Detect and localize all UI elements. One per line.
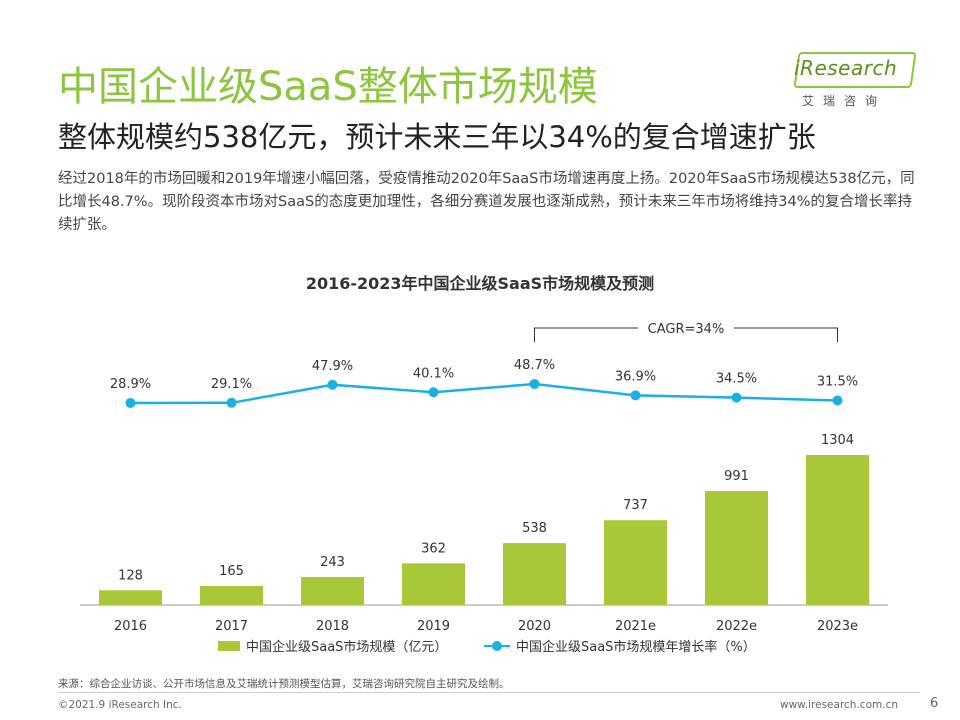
bar-2022e [705,491,768,605]
bar-2021e [604,520,667,605]
growth-label-2020: 48.7% [514,358,555,373]
x-tick-label-2021e: 2021e [615,619,656,634]
x-tick-label-2022e: 2022e [716,619,757,634]
growth-label-2021e: 36.9% [615,369,656,384]
growth-label-2016: 28.9% [110,377,151,392]
x-tick-label-2018: 2018 [316,619,349,634]
growth-point-2018 [327,379,338,390]
bar-2016 [99,590,162,605]
footer-divider [58,692,920,693]
bar-2019 [402,563,465,605]
page-title: 中国企业级SaaS整体市场规模 [58,64,598,110]
x-tick-label-2020: 2020 [518,619,551,634]
legend-label-growth-rate: 中国企业级SaaS市场规模年增长率（%） [516,640,756,655]
legend-label-market-size: 中国企业级SaaS市场规模（亿元） [246,640,448,655]
bar-2017 [200,586,263,605]
x-tick-label-2023e: 2023e [817,619,858,634]
bar-label-2018: 243 [320,555,345,570]
logo-text: iResearch [794,56,898,80]
page-description: 经过2018年的市场回暖和2019年增速小幅回落，受疫情推动2020年SaaS市… [58,171,915,233]
chart-title: 2016-2023年中国企业级SaaS市场规模及预测 [305,274,655,293]
legend-item-growth-rate: 中国企业级SaaS市场规模年增长率（%） [484,636,756,655]
bar-label-2023e: 1304 [821,433,854,448]
growth-label-2017: 29.1% [211,377,252,392]
logo-subtext: 艾瑞咨询 [802,94,887,108]
source-note: 来源：综合企业访谈、公开市场信息及艾瑞统计预测模型估算，艾瑞咨询研究院自主研究及… [58,678,510,690]
bar-2018 [301,577,364,605]
legend-item-market-size: 中国企业级SaaS市场规模（亿元） [218,636,447,655]
growth-point-2019 [428,387,439,398]
bar-label-2017: 165 [219,564,244,579]
bar-label-2022e: 991 [724,469,749,484]
legend-bar-swatch [218,640,240,651]
iresearch-logo: iResearch 艾瑞咨询 [790,46,920,108]
bar-2023e [806,455,869,605]
website-link[interactable]: www.iresearch.com.cn [779,699,898,711]
page-subtitle: 整体规模约538亿元，预计未来三年以34%的复合增速扩张 [58,120,816,154]
growth-label-2018: 47.9% [312,359,353,374]
growth-point-2022e [731,392,742,403]
growth-rate-line [130,382,838,405]
legend-line-swatch [484,640,510,651]
x-tick-label-2016: 2016 [114,619,147,634]
growth-point-2020 [529,379,540,389]
growth-point-2021e [630,390,641,401]
bar-label-2020: 538 [522,521,547,536]
growth-label-2019: 40.1% [413,366,454,381]
growth-label-2023e: 31.5% [817,375,858,390]
cagr-label-bg [638,318,734,338]
copyright: ©2021.9 iResearch Inc. [58,699,182,711]
x-tick-label-2017: 2017 [215,619,248,634]
growth-point-2017 [226,397,237,408]
bar-label-2016: 128 [118,568,143,583]
cagr-annotation: CAGR=34% [648,322,725,337]
growth-label-2022e: 34.5% [716,372,757,387]
growth-point-2016 [125,398,136,408]
x-tick-label-2019: 2019 [417,619,450,634]
bar-label-2021e: 737 [623,498,648,513]
growth-point-2023e [832,395,843,406]
bar-2020 [503,543,566,605]
page-number: 6 [930,696,939,711]
bar-label-2019: 362 [421,541,446,556]
